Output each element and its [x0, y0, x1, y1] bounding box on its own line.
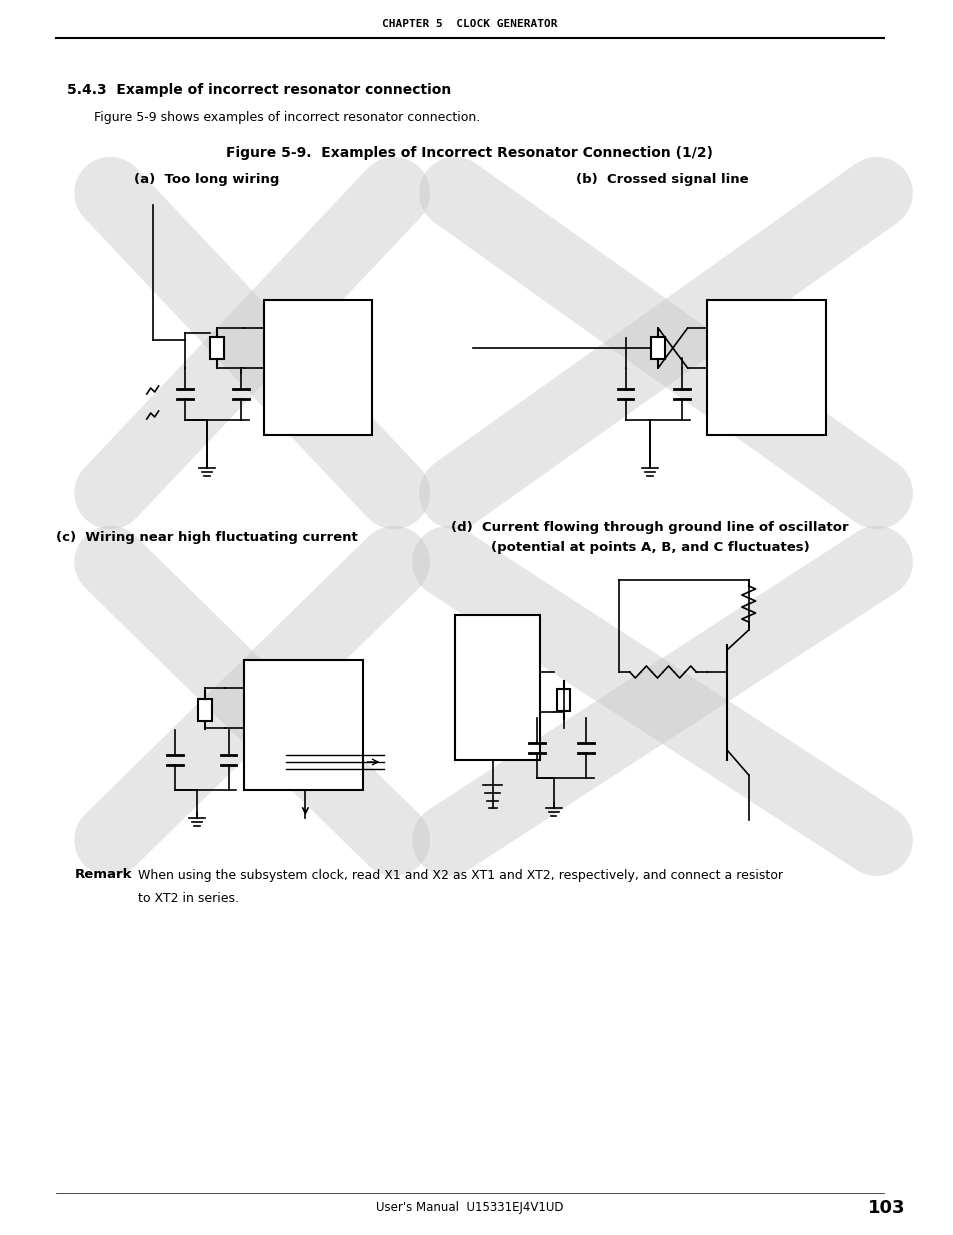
Text: to XT2 in series.: to XT2 in series. — [138, 892, 238, 904]
Text: (b)  Crossed signal line: (b) Crossed signal line — [575, 173, 747, 186]
Bar — [651, 337, 664, 359]
Text: Figure 5-9 shows examples of incorrect resonator connection.: Figure 5-9 shows examples of incorrect r… — [93, 111, 479, 125]
Bar — [264, 300, 372, 435]
Text: (d)  Current flowing through ground line of oscillator: (d) Current flowing through ground line … — [451, 520, 848, 534]
Bar — [455, 615, 539, 760]
Text: (a)  Too long wiring: (a) Too long wiring — [134, 173, 279, 186]
Text: When using the subsystem clock, read X1 and X2 as XT1 and XT2, respectively, and: When using the subsystem clock, read X1 … — [138, 868, 782, 882]
Bar — [198, 699, 212, 721]
Text: User's Manual  U15331EJ4V1UD: User's Manual U15331EJ4V1UD — [375, 1202, 563, 1214]
Text: (c)  Wiring near high fluctuating current: (c) Wiring near high fluctuating current — [56, 531, 357, 543]
Text: Figure 5-9.  Examples of Incorrect Resonator Connection (1/2): Figure 5-9. Examples of Incorrect Resona… — [226, 146, 713, 161]
Text: CHAPTER 5  CLOCK GENERATOR: CHAPTER 5 CLOCK GENERATOR — [382, 19, 558, 28]
Text: 103: 103 — [867, 1199, 904, 1216]
Bar — [706, 300, 824, 435]
Text: Remark: Remark — [74, 868, 132, 882]
Text: (potential at points A, B, and C fluctuates): (potential at points A, B, and C fluctua… — [491, 541, 809, 553]
Bar — [244, 659, 362, 790]
Bar — [210, 337, 223, 359]
Bar — [556, 689, 570, 711]
Text: 5.4.3  Example of incorrect resonator connection: 5.4.3 Example of incorrect resonator con… — [67, 83, 451, 98]
